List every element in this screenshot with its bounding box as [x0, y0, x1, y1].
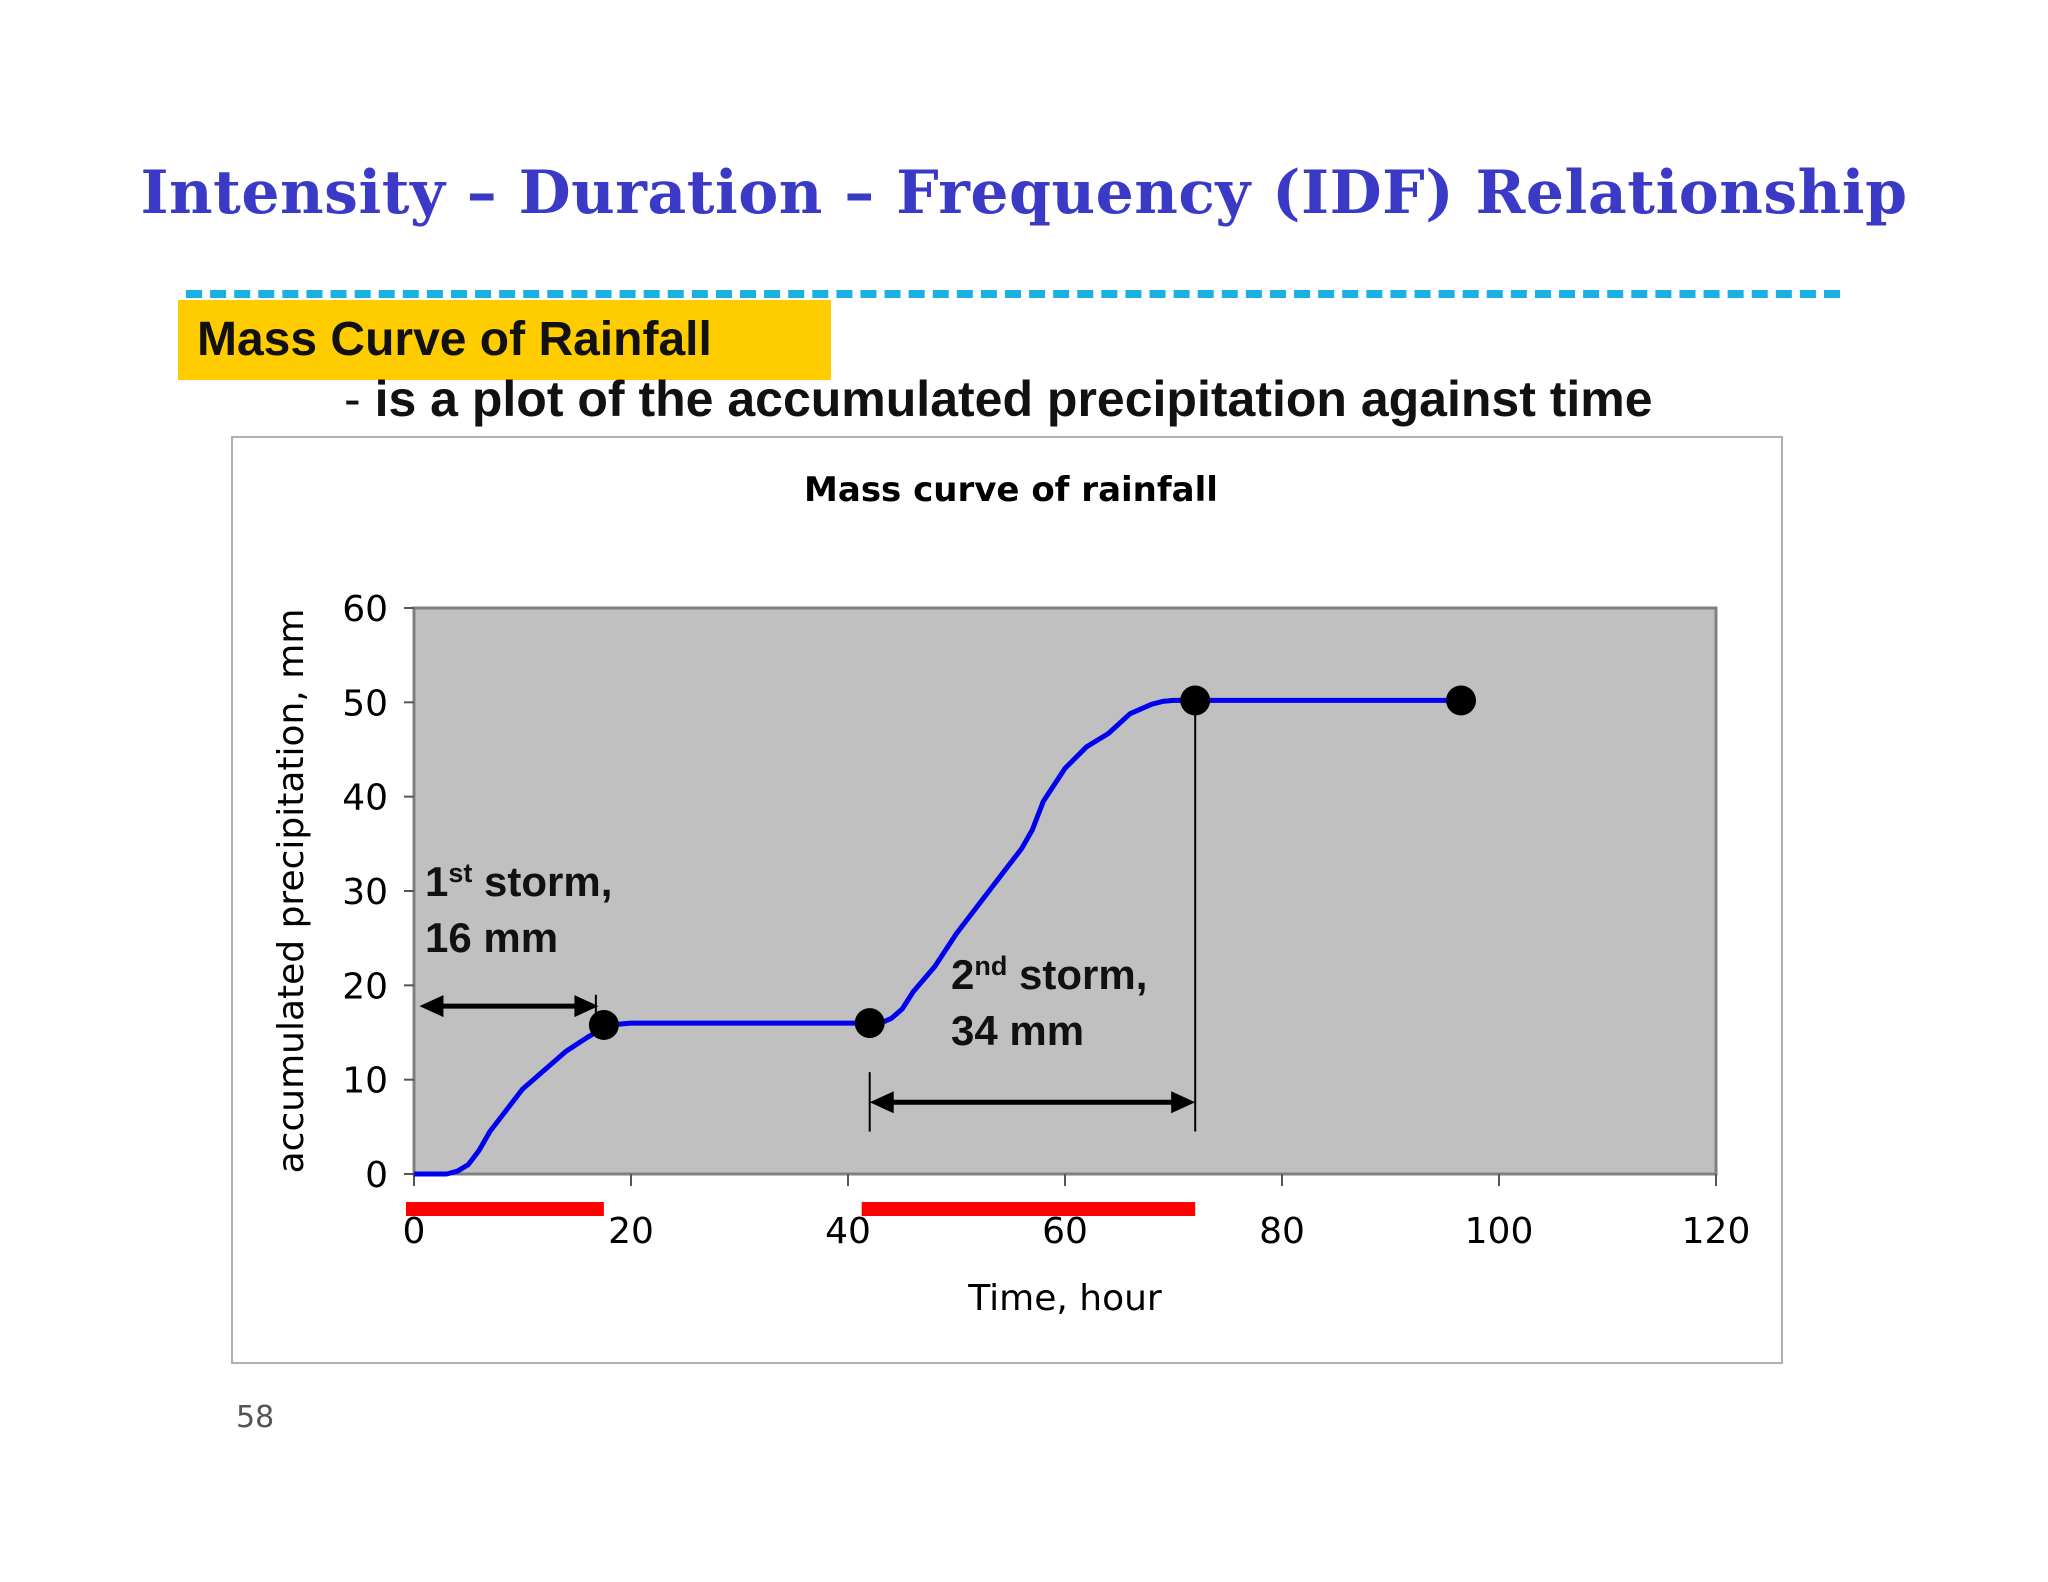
storm-2-arrow-head-right — [1171, 1091, 1196, 1114]
storm-1-label: storm, — [484, 858, 612, 905]
y-tick-label: 60 — [342, 589, 388, 630]
x-tick-label: 40 — [825, 1211, 871, 1252]
subtitle: - is a plot of the accumulated precipita… — [344, 370, 1653, 428]
x-tick-label: 100 — [1465, 1211, 1534, 1252]
y-tick-label: 0 — [365, 1155, 388, 1196]
y-tick-label: 30 — [342, 872, 388, 913]
y-axis-label: accumulated precipitation, mm — [271, 609, 312, 1174]
storm-bars — [406, 1202, 1196, 1216]
storm-1-sup: st — [448, 858, 472, 888]
x-axis: 0 20 40 60 80 100 120 — [403, 1174, 1751, 1252]
data-markers — [588, 685, 1477, 1040]
storm-2-amount: 34 mm — [951, 1007, 1084, 1054]
data-point-marker — [1446, 685, 1477, 716]
storm-1-annotation: 1st storm, 16 mm — [425, 858, 624, 961]
x-axis-label: Time, hour — [967, 1278, 1162, 1319]
subtitle-dash: - — [344, 371, 361, 427]
storm-1-arrow-head-right — [574, 995, 599, 1018]
page-number: 58 — [236, 1400, 275, 1435]
x-tick-label: 0 — [403, 1211, 426, 1252]
plot-area — [412, 606, 1718, 1176]
highlight-box — [178, 300, 831, 380]
data-point-marker — [1180, 685, 1211, 716]
y-tick-label: 50 — [342, 683, 388, 724]
dashed-divider — [186, 290, 1840, 298]
storm-1-amount: 16 mm — [425, 914, 558, 961]
y-tick-label: 10 — [342, 1061, 388, 1102]
subtitle-text: is a plot of the accumulated precipitati… — [374, 371, 1653, 427]
x-tick-label: 120 — [1682, 1211, 1751, 1252]
data-point-marker — [854, 1008, 885, 1039]
storm-2-annotation: 2nd storm, 34 mm — [951, 951, 1159, 1054]
highlight-label: Mass Curve of Rainfall — [197, 313, 712, 366]
storm-2-sup: nd — [974, 951, 1007, 981]
y-axis: 0 10 20 30 40 50 60 — [342, 589, 414, 1196]
storm-1-arrow-head-left — [419, 995, 444, 1018]
x-tick-label: 80 — [1259, 1211, 1305, 1252]
storm-bar — [861, 1202, 1196, 1216]
y-tick-label: 40 — [342, 778, 388, 819]
duration-arrows — [419, 995, 1196, 1114]
slide-title: Intensity – Duration – Frequency (IDF) R… — [140, 158, 1908, 228]
data-point-marker — [588, 1009, 619, 1040]
storm-2-arrow-head-left — [869, 1091, 894, 1114]
storm-2-label: storm, — [1019, 951, 1147, 998]
storm-2-number: 2 — [951, 951, 974, 998]
x-tick-label: 20 — [608, 1211, 654, 1252]
storm-bar — [406, 1202, 604, 1216]
chart-title: Mass curve of rainfall — [804, 470, 1218, 510]
y-tick-label: 20 — [342, 966, 388, 1007]
x-tick-label: 60 — [1042, 1211, 1088, 1252]
storm-1-number: 1 — [425, 858, 448, 905]
chart-frame: Mass curve of rainfall 0 10 20 30 40 50 60 0 20… — [231, 436, 1783, 1364]
